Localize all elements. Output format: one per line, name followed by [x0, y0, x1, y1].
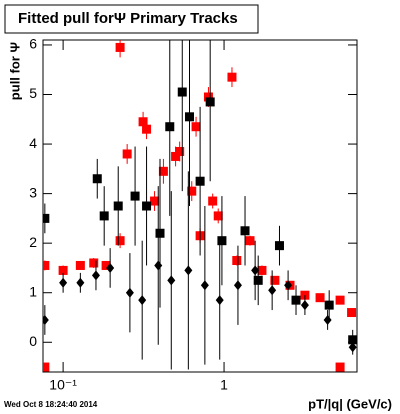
diamond-marker: [323, 314, 332, 325]
diamond-marker: [300, 300, 309, 311]
square-marker: [270, 275, 280, 285]
square-marker: [347, 308, 357, 318]
square-marker: [115, 42, 125, 52]
diamond-marker: [106, 262, 115, 273]
y-tick-label: 1: [29, 283, 37, 299]
y-tick-label: 2: [29, 234, 37, 250]
y-tick-label: 3: [29, 184, 37, 200]
square-marker: [274, 241, 284, 251]
x-axis-label: pT/|q| (GeV/c): [308, 396, 392, 411]
square-marker: [185, 112, 195, 122]
square-marker: [217, 236, 227, 246]
diamond-marker: [251, 265, 260, 276]
diamond-marker: [348, 342, 357, 353]
y-tick-label: 5: [29, 85, 37, 101]
square-marker: [315, 293, 325, 303]
x-tick-label: 10⁻¹: [49, 377, 77, 393]
diamond-marker: [167, 275, 176, 286]
square-marker: [257, 265, 267, 275]
square-marker: [291, 295, 301, 305]
square-marker: [75, 260, 85, 270]
diamond-marker: [43, 314, 49, 325]
square-marker: [240, 226, 250, 236]
diamond-marker: [59, 277, 68, 288]
diamond-marker: [200, 280, 209, 291]
square-marker: [158, 166, 168, 176]
square-marker: [175, 146, 185, 156]
diamond-marker: [268, 285, 277, 296]
diamond-marker: [76, 277, 85, 288]
square-marker: [89, 258, 99, 268]
square-marker: [177, 87, 187, 97]
square-marker: [130, 191, 140, 201]
square-marker: [165, 122, 175, 132]
square-marker: [58, 265, 68, 275]
chart-title: Fitted pull forΨ Primary Tracks: [18, 10, 238, 27]
diamond-marker: [91, 270, 100, 281]
square-marker: [191, 122, 201, 132]
square-marker: [113, 201, 123, 211]
square-marker: [335, 295, 345, 305]
square-marker: [195, 176, 205, 186]
timestamp: Wed Oct 8 18:24:40 2014: [4, 400, 98, 409]
diamond-marker: [138, 295, 147, 306]
y-axis-label: pull for Ψ: [7, 42, 22, 100]
diamond-marker: [215, 295, 224, 306]
square-marker: [232, 256, 242, 266]
square-marker: [138, 117, 148, 127]
square-marker: [227, 72, 237, 82]
square-marker: [171, 151, 181, 161]
square-marker: [122, 149, 132, 159]
square-marker: [150, 196, 160, 206]
square-marker: [335, 362, 345, 372]
square-marker: [43, 260, 50, 270]
square-marker: [245, 236, 255, 246]
y-tick-label: 4: [29, 135, 37, 151]
diamond-marker: [233, 280, 242, 291]
x-tick-label: 1: [220, 377, 228, 393]
square-marker: [92, 174, 102, 184]
y-tick-label: 0: [29, 333, 37, 349]
square-marker: [142, 201, 152, 211]
square-marker: [43, 213, 50, 223]
diamond-marker: [184, 265, 193, 276]
square-marker: [99, 211, 109, 221]
diamond-marker: [284, 280, 293, 291]
square-marker: [155, 228, 165, 238]
square-marker: [324, 300, 334, 310]
title-box: [4, 4, 259, 34]
y-tick-label: 6: [29, 36, 37, 52]
square-marker: [253, 275, 263, 285]
square-marker: [43, 362, 50, 372]
diamond-marker: [154, 260, 163, 271]
square-marker: [115, 236, 125, 246]
diamond-marker: [125, 287, 134, 298]
square-marker: [142, 124, 152, 134]
square-marker: [101, 260, 111, 270]
square-marker: [205, 97, 215, 107]
square-marker: [203, 92, 213, 102]
plot-frame: [42, 39, 358, 373]
square-marker: [213, 211, 223, 221]
square-marker: [208, 196, 218, 206]
square-marker: [187, 186, 197, 196]
